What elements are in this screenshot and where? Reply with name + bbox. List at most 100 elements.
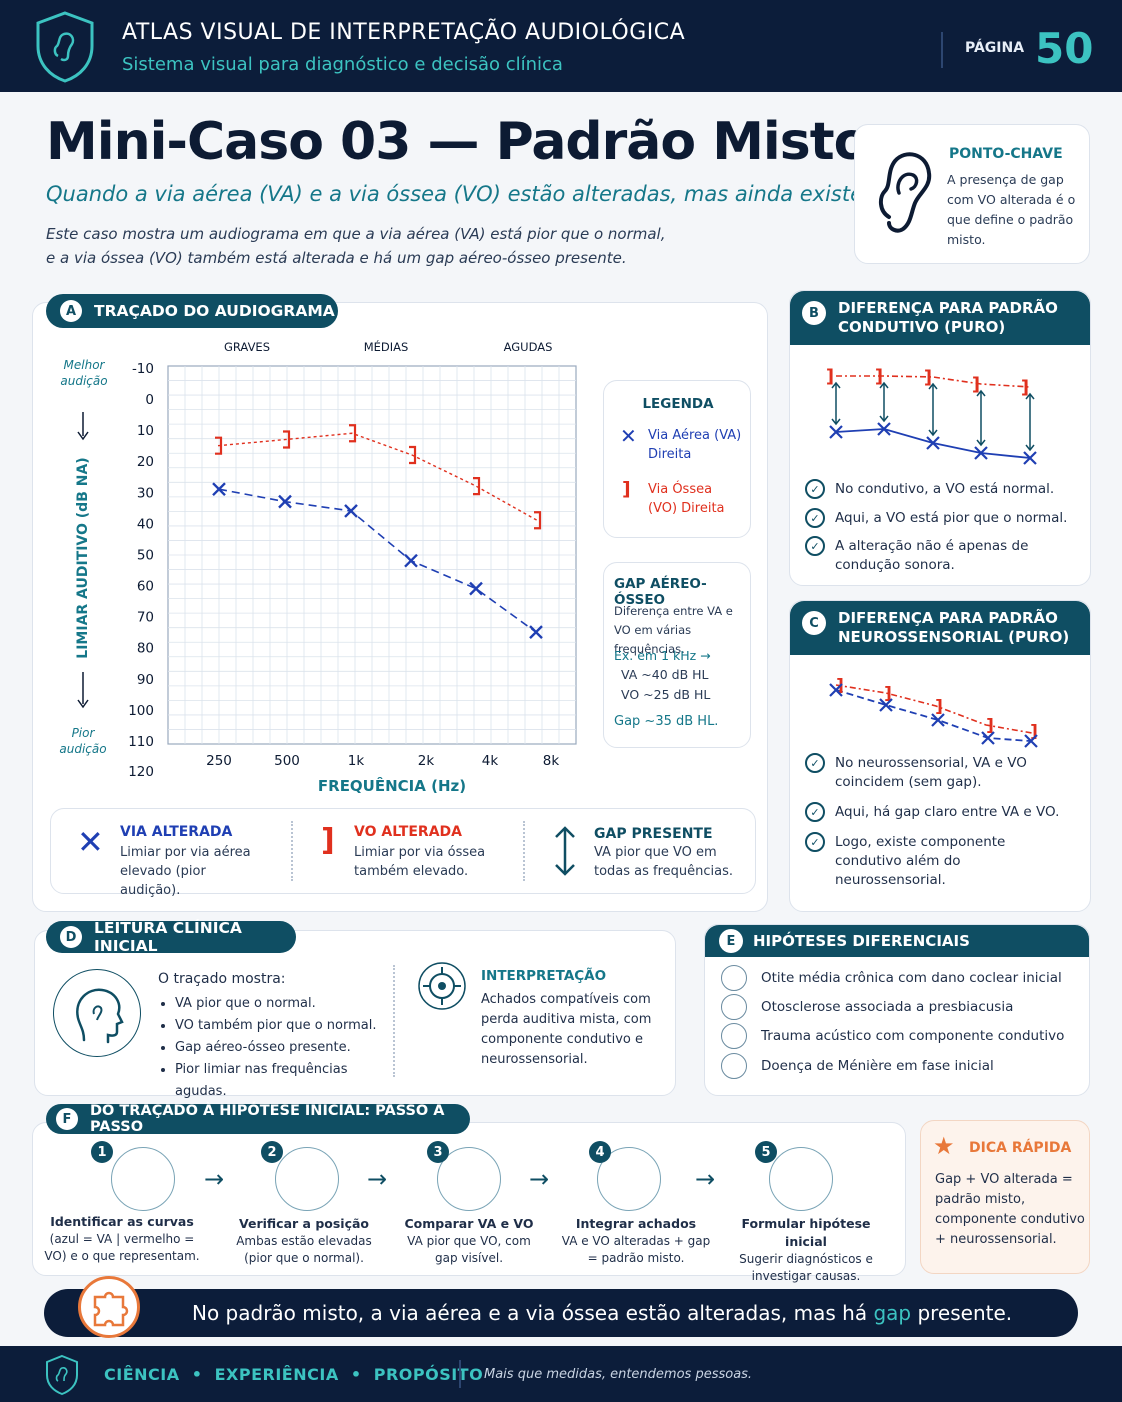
audiogram-chart: -10 0 10 20 30 40 50 60 70 80 90 100 110 120 250 500 1k…: [59, 339, 577, 795]
section-b-header: B DIFERENÇA PARA PADRÃO CONDUTIVO (PURO): [790, 291, 1090, 345]
y-tick-label: -10: [132, 361, 154, 377]
check-text: Aqui, a VO está pior que o normal.: [835, 510, 1068, 526]
section-a-letter: A: [60, 300, 82, 322]
legend-divider: [291, 821, 293, 881]
target-icon: [418, 962, 466, 1010]
page-number: 50: [1035, 24, 1094, 73]
key-point-text: A presença de gap com VO alterada é o qu…: [947, 172, 1076, 247]
svg-text:]: ]: [875, 366, 883, 387]
section-f-steps: 1 Identificar as curvas (azul = VA | verm…: [32, 1122, 906, 1283]
section-e-header: E HIPÓTESES DIFERENCIAIS: [705, 925, 1089, 957]
section-f-title: DO TRAÇADO À HIPÓTESE INICIAL: PASSO A P…: [90, 1103, 445, 1135]
x-axis-label: FREQUÊNCIA (Hz): [318, 776, 466, 795]
arrow-down-icon: [77, 672, 89, 709]
legend-gap-title: GAP PRESENTE: [594, 826, 713, 842]
ear-icon: [878, 152, 932, 233]
conductive-mini-chart: ]]]]]: [826, 366, 1037, 465]
footer-value: CIÊNCIA: [104, 1365, 180, 1384]
vo-series-line: [217, 432, 538, 521]
better-hearing-label: Melhor audição: [60, 358, 107, 388]
sound-trauma-icon: [721, 1023, 747, 1049]
band-label: AGUDAS: [504, 340, 553, 354]
y-tick-label: 20: [137, 454, 154, 470]
reading-bullet: VO também pior que o normal.: [175, 1015, 395, 1037]
step-number: 4: [589, 1141, 611, 1163]
page-title: Mini-Caso 03 — Padrão Misto: [46, 112, 869, 172]
arrow-right-icon: →: [529, 1165, 550, 1193]
x-tick-labels: 250 500 1k 2k 4k 8k: [206, 753, 559, 769]
legend-vo: Via Óssea (VO) Direita: [648, 482, 725, 516]
gap-double-arrow-icon: [555, 826, 575, 876]
section-c-title-1: DIFERENÇA PARA PADRÃO: [838, 609, 1058, 627]
interp-title: INTERPRETAÇÃO: [481, 968, 607, 984]
page-subtitle: Quando a via aérea (VA) e a via óssea (V…: [46, 182, 916, 206]
check-item: ✓ Aqui, a VO está pior que o normal.: [805, 508, 1075, 528]
x-tick-label: 4k: [482, 753, 499, 769]
svg-text:]: ]: [884, 684, 892, 704]
intro-line-2: e a via óssea (VO) também está alterada …: [46, 249, 627, 267]
y-tick-label: 40: [137, 516, 154, 532]
bottom-legend: ✕ VIA ALTERADA Limiar por via aérea elev…: [50, 808, 756, 898]
section-d-title: LEITURA CLÍNICA INICIAL: [94, 919, 242, 955]
legend-va-altered-title: VIA ALTERADA: [120, 824, 233, 840]
check-item: ✓ No neurossensorial, VA e VO coincidem (…: [805, 753, 1045, 792]
gap-desc: Diferença entre VA e VO em várias frequê…: [614, 604, 733, 656]
arrow-right-icon: →: [695, 1165, 716, 1193]
legend-vo-altered-title: VO ALTERADA: [354, 824, 462, 840]
vo-point: [473, 476, 481, 496]
section-b-letter: B: [802, 301, 826, 325]
tip-text: Gap + VO alterada = padrão misto, compon…: [935, 1172, 1085, 1247]
page-footer: CIÊNCIA • EXPERIÊNCIA • PROPÓSITO Mais q…: [0, 1346, 1122, 1402]
legend-vo-altered-text: Limiar por via óssea também elevado.: [354, 845, 486, 879]
legend-va: Via Aérea (VA) Direita: [648, 428, 742, 462]
atlas-subtitle: Sistema visual para diagnóstico e decisã…: [122, 54, 563, 75]
header-divider: [941, 32, 943, 68]
check-text: A alteração não é apenas de condução son…: [835, 538, 1029, 573]
va-point: [344, 504, 358, 518]
y-tick-label: 60: [137, 579, 154, 595]
svg-text:]: ]: [924, 367, 932, 388]
y-axis-label: LIMIAR AUDITIVO (dB NA): [75, 457, 91, 658]
legend-gap-text: VA pior que VO em todas as frequências.: [594, 845, 734, 879]
atlas-title: ATLAS VISUAL DE INTERPRETAÇÃO AUDIOLÓGIC…: [122, 20, 686, 45]
ear-step-icon: [111, 1147, 175, 1211]
interp-text: Achados compatíveis com perda auditiva m…: [481, 992, 652, 1067]
head-profile-icon: [53, 969, 141, 1057]
banner-text-end: presente.: [911, 1301, 1013, 1325]
banner-highlight: gap: [873, 1301, 912, 1325]
step-text: VA pior que VO, com gap visível.: [407, 1234, 531, 1265]
footer-divider: [459, 1360, 461, 1388]
y-tick-label: 10: [137, 423, 154, 439]
check-icon: ✓: [805, 536, 825, 556]
banner-text-main: No padrão misto, a via aérea e a via óss…: [192, 1301, 874, 1325]
section-d-letter: D: [60, 926, 82, 948]
check-icon: ✓: [805, 508, 825, 528]
section-e-title: HIPÓTESES DIFERENCIAIS: [753, 932, 970, 950]
svg-text:]: ]: [935, 697, 943, 717]
reading-intro: O traçado mostra:: [158, 971, 286, 987]
frequency-band-labels: GRAVES MÉDIAS AGUDAS: [224, 339, 552, 354]
hypothesis-item: Otosclerose associada a presbiacusia: [761, 999, 1014, 1015]
x-tick-label: 1k: [348, 753, 365, 769]
step-number: 5: [755, 1141, 777, 1163]
gap-card: GAP AÉREO-ÓSSEO Diferença entre VA e VO …: [603, 562, 751, 748]
reading-bullet: VA pior que o normal.: [175, 993, 395, 1015]
step-title: Verificar a posição: [238, 1216, 370, 1231]
vo-altered-icon: ]: [321, 823, 335, 858]
va-point: [529, 625, 543, 640]
gap-result: Gap ~35 dB HL.: [614, 714, 719, 729]
conclusion-banner: No padrão misto, a via aérea e a via óss…: [44, 1276, 1078, 1338]
section-a-header: A TRAÇADO DO AUDIOGRAMA: [46, 294, 338, 328]
gap-title: GAP AÉREO-ÓSSEO: [614, 576, 707, 608]
vo-point: [534, 511, 542, 530]
va-point: [278, 494, 292, 509]
section-c-sensorineural: C DIFERENÇA PARA PADRÃO NEUROSSENSORIAL …: [789, 600, 1091, 912]
y-tick-labels: -10 0 10 20 30 40 50 60 70 80 90 100 110 120: [128, 361, 154, 780]
y-tick-label: 90: [137, 672, 154, 688]
step-title: Formular hipótese inicial: [741, 1216, 871, 1249]
section-b-conductive: B DIFERENÇA PARA PADRÃO CONDUTIVO (PURO)…: [789, 290, 1091, 586]
vo-point: [409, 445, 417, 465]
grid-lines: [168, 366, 576, 744]
ear-icon: [721, 965, 747, 991]
step-title: Comparar VA e VO: [404, 1216, 534, 1231]
